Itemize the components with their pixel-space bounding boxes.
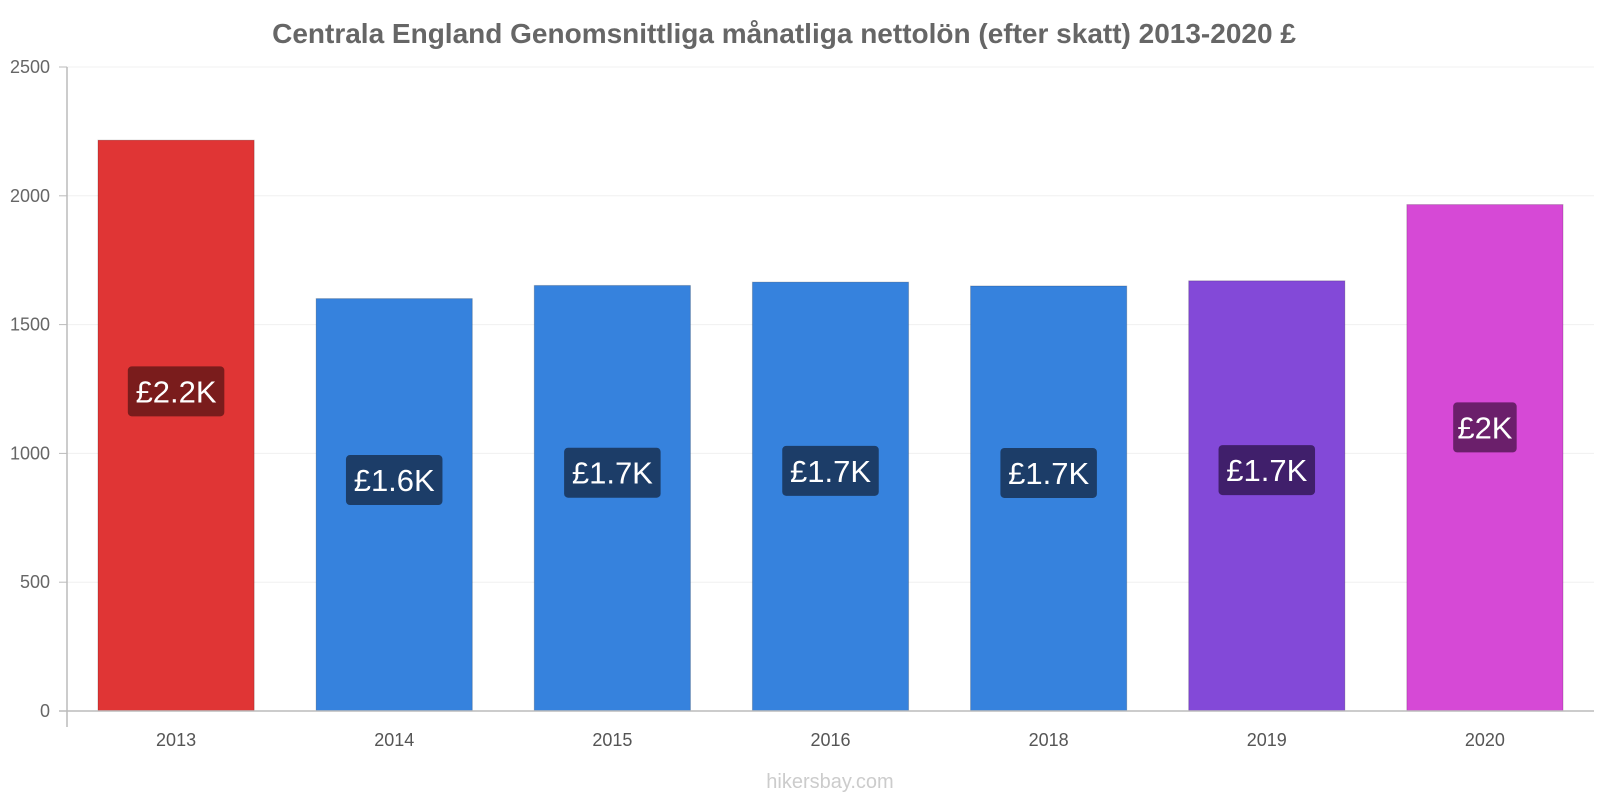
x-tick-label-2016: 2016 [810,730,850,750]
bar-2016 [751,281,910,712]
data-label-bg-2018 [1000,447,1097,498]
data-label-bg-2016 [782,445,879,496]
bars [97,139,1564,712]
data-label-bg-2020 [1453,402,1517,453]
watermark: hikersbay.com [766,771,893,793]
chart-title: Centrala England Genomsnittliga månatlig… [272,18,1296,49]
x-tick-label-2013: 2013 [156,730,196,750]
y-tick-label: 1000 [10,443,50,463]
y-tick-label: 2500 [10,57,50,77]
axes [59,67,1594,727]
data-label-2020: £2K [1457,410,1512,445]
y-axis-ticks: 0 500 1000 1500 2000 2500 [10,57,67,721]
bar-2013 [97,139,255,712]
bar-2018 [970,285,1128,712]
x-axis-ticks: 2013 2014 2015 2016 2018 2019 2020 [156,730,1505,750]
data-label-2018: £1.7K [1008,456,1089,491]
data-label-2014: £1.6K [354,463,435,498]
y-tick-label: 1500 [10,315,50,335]
x-tick-label-2019: 2019 [1247,730,1287,750]
data-label-2015: £1.7K [572,456,653,491]
data-label-2016: £1.7K [790,454,871,489]
data-label-bg-2015 [564,447,661,498]
data-label-bg-2014 [345,455,443,506]
y-tick-label: 0 [40,701,50,721]
data-label-2013: £2.2K [136,374,217,409]
y-tick-label: 2000 [10,186,50,206]
data-label-bg-2019 [1218,445,1316,496]
bar-2019 [1188,280,1346,712]
y-tick-label: 500 [20,572,50,592]
data-label-2019: £1.7K [1226,453,1307,488]
bar-2015 [533,284,691,712]
x-tick-label-2018: 2018 [1029,730,1069,750]
x-tick-label-2015: 2015 [592,730,632,750]
x-tick-label-2020: 2020 [1465,730,1505,750]
data-labels: £2.2K £1.6K £1.7K £1.7K £1.7K £1.7K £2K [127,366,1517,506]
data-label-bg-2013 [127,366,225,417]
x-tick-label-2014: 2014 [374,730,414,750]
bar-2020 [1406,204,1564,712]
